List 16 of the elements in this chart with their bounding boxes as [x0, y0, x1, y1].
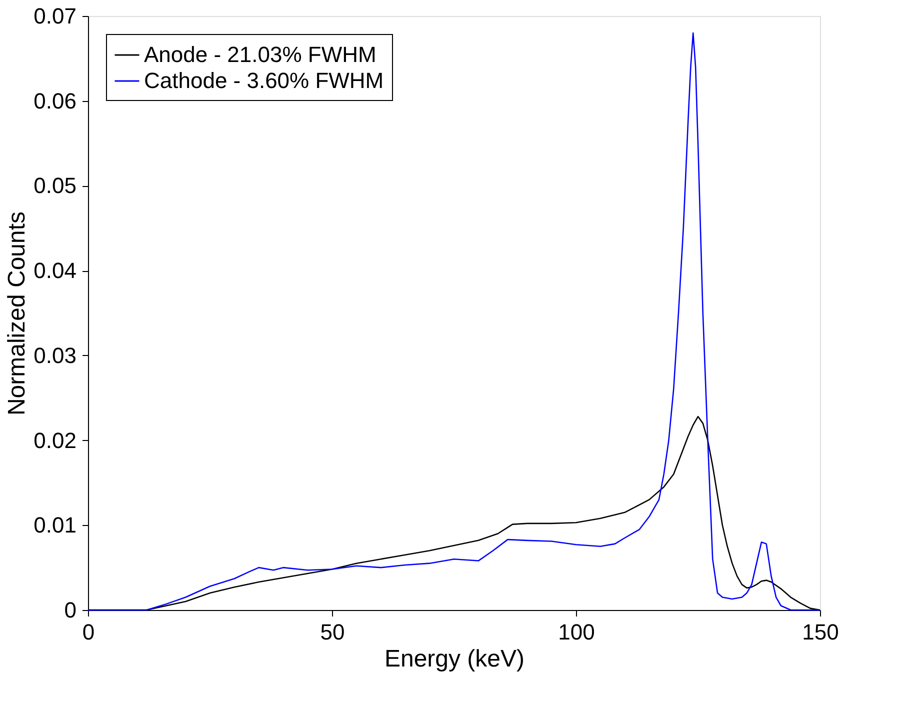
- x-tick-label: 0: [82, 620, 95, 644]
- x-tick-label: 50: [320, 620, 345, 644]
- y-tick-label: 0.07: [34, 4, 76, 28]
- y-tick-label: 0.04: [34, 258, 76, 284]
- y-tick-label: 0.02: [34, 428, 76, 453]
- y-axis-title: Normalized Counts: [4, 211, 31, 416]
- y-tick-label: 0.01: [34, 512, 76, 538]
- y-tick-label: 0.05: [34, 173, 76, 198]
- legend-label: Anode - 21.03% FWHM: [144, 42, 376, 67]
- x-axis-title: Energy (keV): [384, 646, 525, 672]
- y-tick-label: 0: [64, 598, 76, 622]
- x-tick-label: 150: [802, 620, 839, 644]
- x-tick-label: 100: [558, 620, 595, 644]
- y-tick-label: 0.06: [34, 88, 76, 114]
- y-tick-label: 0.03: [34, 342, 76, 368]
- legend-label: Cathode - 3.60% FWHM: [144, 68, 384, 93]
